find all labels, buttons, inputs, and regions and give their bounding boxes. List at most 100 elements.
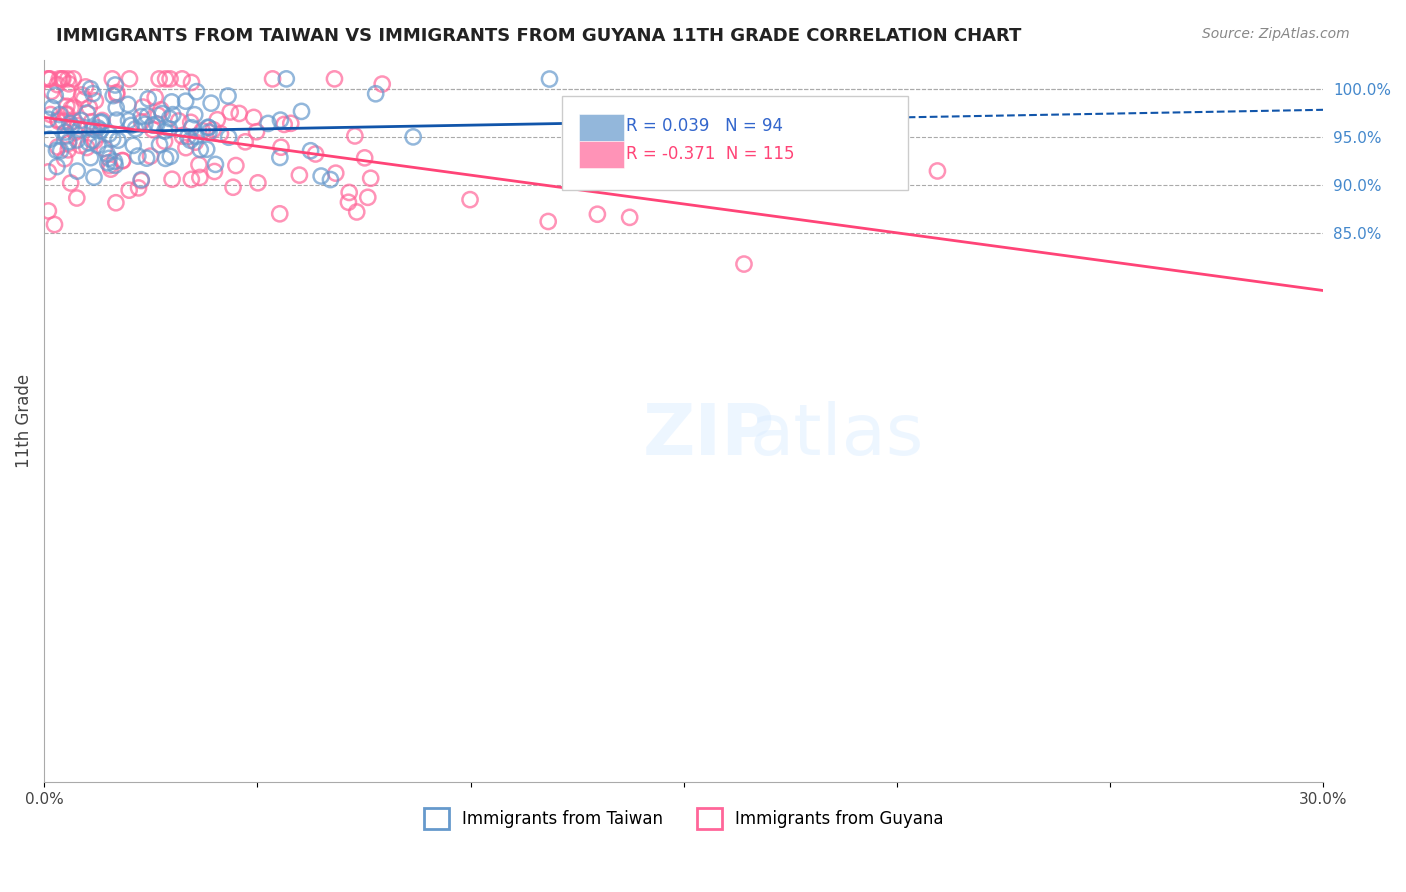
Point <box>56 107 79 121</box>
Point <box>188 158 211 172</box>
Point <box>159 71 181 86</box>
Point <box>56 85 79 99</box>
Point <box>37 112 59 127</box>
Point <box>70 113 93 128</box>
Point <box>269 207 291 221</box>
Point <box>143 90 166 104</box>
Point <box>124 122 146 136</box>
Point <box>146 108 169 122</box>
Point <box>233 135 256 149</box>
Point <box>269 113 291 128</box>
Point <box>98 159 121 173</box>
Point <box>55 128 77 143</box>
Point <box>118 71 141 86</box>
Point <box>927 164 949 178</box>
Point <box>191 124 214 138</box>
Point <box>304 147 326 161</box>
Point <box>225 159 247 173</box>
Point <box>46 114 69 128</box>
Point <box>75 79 97 94</box>
Point <box>55 107 77 121</box>
Point <box>104 78 127 92</box>
Text: R = -0.371  N = 115: R = -0.371 N = 115 <box>626 145 794 162</box>
Point <box>44 218 66 232</box>
FancyBboxPatch shape <box>579 141 624 168</box>
Point <box>200 96 222 111</box>
Point <box>104 158 127 172</box>
Point <box>77 100 100 114</box>
Point <box>63 100 86 114</box>
Point <box>46 78 69 92</box>
Point <box>120 119 142 133</box>
Point <box>150 106 173 120</box>
Point <box>153 124 176 138</box>
Point <box>197 120 219 135</box>
Point <box>402 129 425 144</box>
Point <box>101 132 124 146</box>
Point <box>90 115 112 129</box>
Point <box>538 72 561 87</box>
Point <box>202 122 225 136</box>
Point <box>63 125 86 139</box>
Point <box>60 120 83 134</box>
Point <box>129 110 152 124</box>
Point <box>246 176 269 190</box>
Point <box>44 88 66 103</box>
Point <box>87 120 110 135</box>
Point <box>188 170 211 185</box>
Point <box>117 97 139 112</box>
Point <box>105 87 128 102</box>
Point <box>100 162 122 177</box>
Point <box>84 94 107 108</box>
Point <box>337 195 360 210</box>
Point <box>325 166 347 180</box>
Point <box>197 120 219 135</box>
Point <box>117 113 139 128</box>
Point <box>73 92 96 106</box>
Point <box>218 130 240 145</box>
Point <box>131 115 153 129</box>
Text: atlas: atlas <box>749 401 924 470</box>
Point <box>59 176 82 190</box>
Point <box>619 211 641 225</box>
Point <box>69 122 91 136</box>
Point <box>56 71 79 86</box>
Point <box>91 113 114 128</box>
Point <box>262 71 284 86</box>
Point <box>39 71 62 86</box>
Point <box>58 135 80 149</box>
Point <box>49 144 72 158</box>
Point <box>79 82 101 96</box>
Point <box>179 133 201 147</box>
Point <box>107 133 129 147</box>
Point <box>66 119 89 133</box>
Point <box>37 71 59 86</box>
Point <box>90 123 112 137</box>
Point <box>37 165 59 179</box>
Text: Source: ZipAtlas.com: Source: ZipAtlas.com <box>1202 27 1350 41</box>
Point <box>76 140 98 154</box>
Point <box>63 114 86 128</box>
Text: ZIP: ZIP <box>643 401 775 470</box>
Point <box>53 152 76 166</box>
Point <box>83 134 105 148</box>
Point <box>105 101 128 115</box>
Point <box>51 71 73 86</box>
Point <box>139 149 162 163</box>
Point <box>270 140 292 154</box>
Point <box>204 164 226 178</box>
FancyBboxPatch shape <box>579 114 624 141</box>
Point <box>209 127 232 141</box>
Point <box>357 190 380 204</box>
Point <box>458 193 481 207</box>
Point <box>276 71 298 86</box>
Point <box>217 89 239 103</box>
Point <box>157 122 180 136</box>
Point <box>77 136 100 150</box>
Point <box>80 133 103 147</box>
Point <box>48 71 70 86</box>
Point <box>142 122 165 136</box>
Point <box>180 172 202 186</box>
Point <box>58 77 80 91</box>
Point <box>46 140 69 154</box>
